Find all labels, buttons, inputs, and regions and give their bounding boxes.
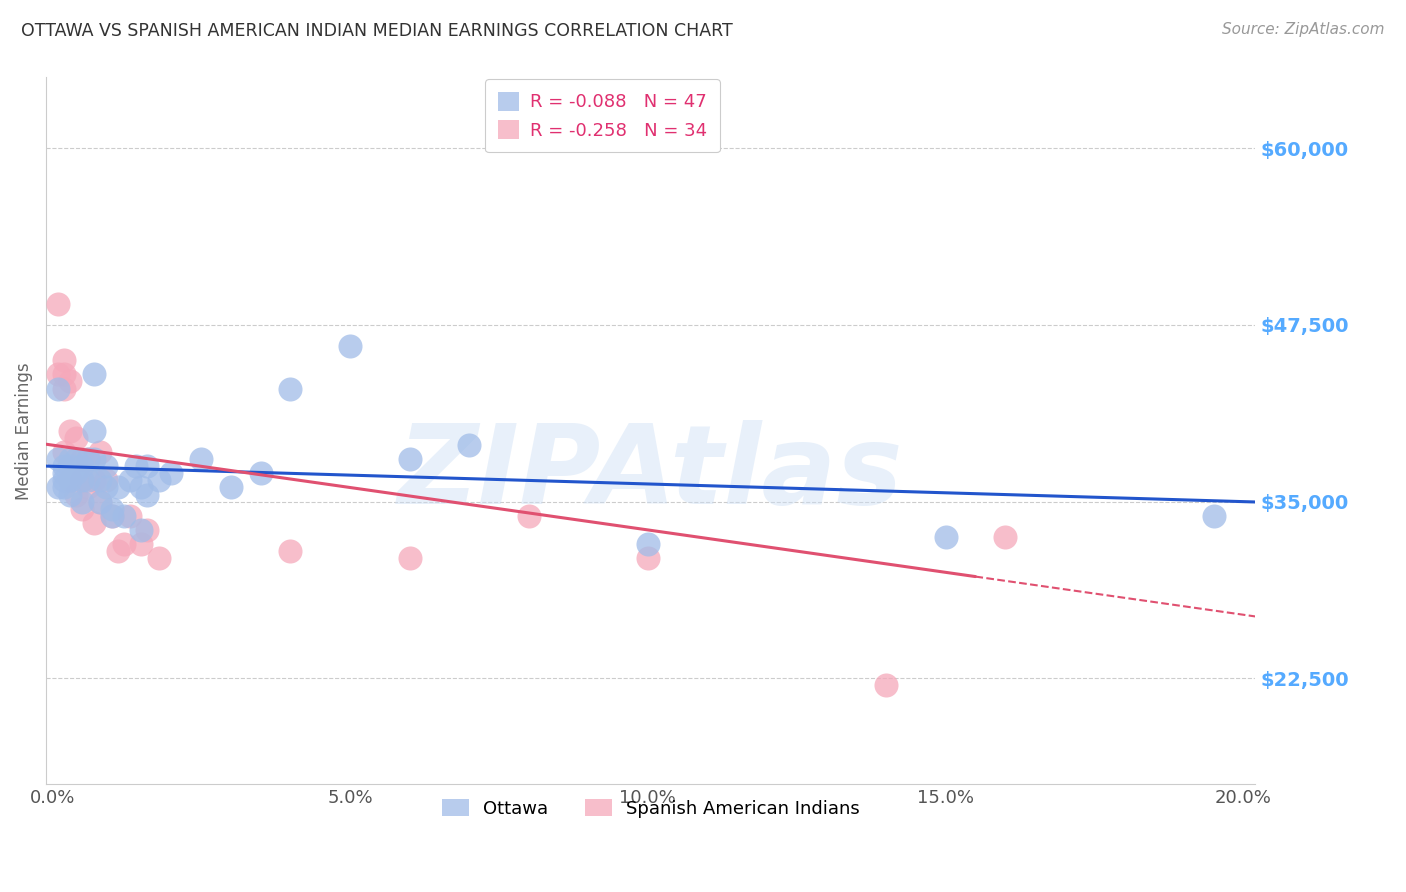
Text: OTTAWA VS SPANISH AMERICAN INDIAN MEDIAN EARNINGS CORRELATION CHART: OTTAWA VS SPANISH AMERICAN INDIAN MEDIAN… — [21, 22, 733, 40]
Point — [458, 438, 481, 452]
Point — [59, 474, 82, 488]
Point — [77, 452, 100, 467]
Point — [148, 474, 170, 488]
Point — [59, 452, 82, 467]
Point — [89, 445, 111, 459]
Point — [46, 382, 69, 396]
Point — [70, 474, 93, 488]
Point — [100, 508, 122, 523]
Point — [637, 551, 659, 566]
Point — [94, 481, 117, 495]
Point — [124, 459, 146, 474]
Point — [131, 481, 153, 495]
Point — [59, 375, 82, 389]
Point — [46, 481, 69, 495]
Point — [131, 537, 153, 551]
Point — [59, 487, 82, 501]
Point — [53, 481, 76, 495]
Point — [53, 445, 76, 459]
Y-axis label: Median Earnings: Median Earnings — [15, 362, 32, 500]
Point — [53, 353, 76, 368]
Point — [160, 467, 183, 481]
Point — [77, 452, 100, 467]
Point — [53, 474, 76, 488]
Point — [83, 424, 105, 438]
Point — [65, 431, 87, 445]
Point — [53, 382, 76, 396]
Point — [83, 368, 105, 382]
Point — [1202, 508, 1225, 523]
Point — [65, 452, 87, 467]
Point — [100, 508, 122, 523]
Point — [131, 523, 153, 537]
Point — [136, 459, 159, 474]
Point — [994, 530, 1017, 544]
Point — [46, 452, 69, 467]
Point — [280, 382, 302, 396]
Point — [89, 494, 111, 508]
Point — [59, 474, 82, 488]
Point — [107, 481, 129, 495]
Point — [148, 551, 170, 566]
Text: ZIPAtlas: ZIPAtlas — [398, 420, 904, 527]
Point — [136, 523, 159, 537]
Point — [249, 467, 271, 481]
Point — [46, 368, 69, 382]
Point — [59, 459, 82, 474]
Point — [83, 452, 105, 467]
Point — [70, 474, 93, 488]
Point — [118, 474, 141, 488]
Point — [875, 678, 897, 692]
Point — [637, 537, 659, 551]
Point — [112, 537, 135, 551]
Point — [280, 544, 302, 558]
Point — [70, 459, 93, 474]
Point — [89, 474, 111, 488]
Point — [65, 487, 87, 501]
Point — [70, 501, 93, 516]
Point — [190, 452, 212, 467]
Point — [935, 530, 957, 544]
Point — [46, 296, 69, 310]
Point — [107, 544, 129, 558]
Point — [70, 494, 93, 508]
Point — [83, 516, 105, 530]
Legend: Ottawa, Spanish American Indians: Ottawa, Spanish American Indians — [434, 792, 868, 825]
Point — [219, 481, 242, 495]
Point — [398, 551, 420, 566]
Point — [83, 474, 105, 488]
Point — [59, 424, 82, 438]
Point — [517, 508, 540, 523]
Point — [136, 487, 159, 501]
Point — [100, 501, 122, 516]
Point — [53, 467, 76, 481]
Point — [398, 452, 420, 467]
Point — [53, 368, 76, 382]
Point — [89, 494, 111, 508]
Point — [94, 474, 117, 488]
Point — [118, 508, 141, 523]
Point — [65, 467, 87, 481]
Point — [70, 452, 93, 467]
Point — [53, 459, 76, 474]
Point — [339, 339, 361, 353]
Point — [77, 474, 100, 488]
Point — [77, 481, 100, 495]
Point — [112, 508, 135, 523]
Point — [94, 459, 117, 474]
Text: Source: ZipAtlas.com: Source: ZipAtlas.com — [1222, 22, 1385, 37]
